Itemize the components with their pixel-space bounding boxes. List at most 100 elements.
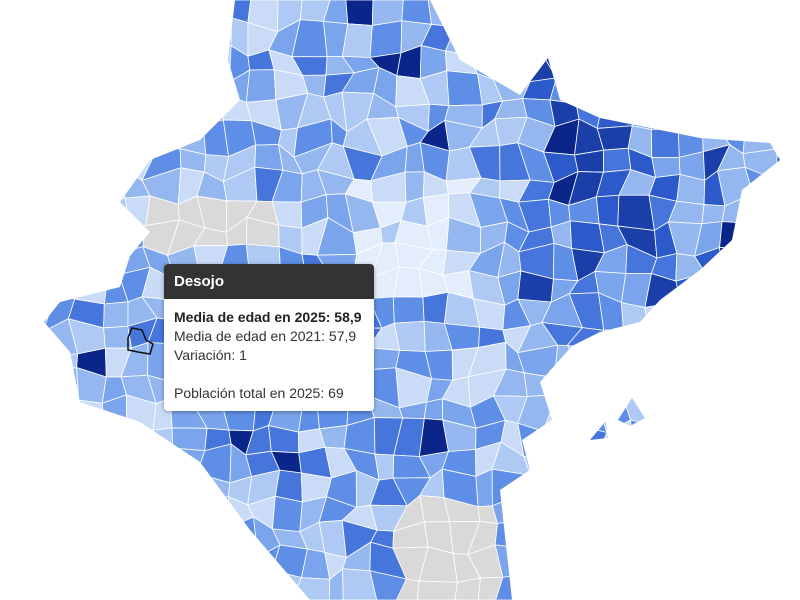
municipality[interactable] bbox=[769, 47, 800, 79]
municipality[interactable] bbox=[570, 545, 599, 576]
municipality[interactable] bbox=[570, 518, 603, 554]
municipality[interactable] bbox=[342, 568, 378, 600]
municipality[interactable] bbox=[217, 570, 256, 600]
municipality[interactable] bbox=[769, 70, 800, 108]
municipality[interactable] bbox=[77, 476, 107, 499]
municipality[interactable] bbox=[523, 453, 550, 477]
municipality[interactable] bbox=[0, 556, 31, 580]
municipality[interactable] bbox=[726, 47, 747, 83]
municipality[interactable] bbox=[745, 18, 781, 52]
municipality[interactable] bbox=[744, 48, 781, 79]
municipality[interactable] bbox=[719, 569, 758, 600]
municipality[interactable] bbox=[767, 467, 800, 509]
municipality[interactable] bbox=[701, 368, 729, 404]
municipality[interactable] bbox=[731, 0, 758, 21]
municipality[interactable] bbox=[751, 0, 775, 28]
municipality[interactable] bbox=[769, 318, 800, 354]
municipality[interactable] bbox=[566, 344, 595, 382]
municipality[interactable] bbox=[645, 545, 680, 571]
municipality[interactable] bbox=[94, 142, 131, 178]
municipality[interactable] bbox=[0, 342, 32, 376]
municipality[interactable] bbox=[217, 543, 259, 582]
municipality[interactable] bbox=[692, 47, 732, 83]
municipality[interactable] bbox=[742, 222, 775, 259]
municipality[interactable] bbox=[575, 491, 603, 527]
municipality[interactable] bbox=[245, 69, 277, 103]
municipality[interactable] bbox=[171, 427, 208, 452]
municipality[interactable] bbox=[743, 324, 773, 354]
municipality[interactable] bbox=[602, 147, 632, 173]
municipality[interactable] bbox=[68, 523, 105, 550]
municipality[interactable] bbox=[667, 419, 707, 450]
municipality[interactable] bbox=[722, 281, 755, 298]
municipality[interactable] bbox=[442, 0, 479, 28]
municipality[interactable] bbox=[44, 0, 75, 23]
municipality[interactable] bbox=[476, 0, 501, 29]
municipality[interactable] bbox=[94, 167, 126, 205]
municipality[interactable] bbox=[341, 23, 373, 58]
municipality[interactable] bbox=[667, 48, 697, 70]
municipality[interactable] bbox=[773, 224, 800, 259]
municipality[interactable] bbox=[0, 169, 31, 206]
municipality[interactable] bbox=[650, 469, 681, 509]
municipality[interactable] bbox=[91, 25, 130, 47]
municipality[interactable] bbox=[568, 42, 607, 78]
municipality[interactable] bbox=[691, 322, 726, 350]
municipality[interactable] bbox=[228, 0, 252, 24]
municipality[interactable] bbox=[595, 194, 620, 227]
municipality[interactable] bbox=[574, 442, 602, 472]
municipality[interactable] bbox=[73, 251, 109, 277]
municipality[interactable] bbox=[169, 573, 204, 600]
municipality[interactable] bbox=[717, 343, 753, 383]
municipality[interactable] bbox=[427, 0, 457, 28]
municipality[interactable] bbox=[392, 296, 425, 324]
municipality[interactable] bbox=[701, 396, 734, 425]
municipality[interactable] bbox=[103, 301, 129, 329]
municipality[interactable] bbox=[46, 522, 71, 550]
municipality[interactable] bbox=[719, 247, 755, 283]
municipality[interactable] bbox=[672, 402, 707, 422]
municipality[interactable] bbox=[122, 425, 154, 451]
municipality[interactable] bbox=[54, 118, 83, 150]
municipality[interactable] bbox=[128, 0, 152, 32]
municipality[interactable] bbox=[17, 0, 58, 23]
municipality[interactable] bbox=[570, 404, 608, 434]
municipality[interactable] bbox=[422, 291, 449, 324]
municipality[interactable] bbox=[748, 342, 779, 383]
municipality[interactable] bbox=[718, 497, 756, 530]
municipality[interactable] bbox=[0, 367, 32, 405]
municipality[interactable] bbox=[766, 392, 800, 430]
municipality[interactable] bbox=[531, 0, 556, 24]
municipality[interactable] bbox=[596, 0, 633, 32]
municipality[interactable] bbox=[691, 296, 729, 326]
municipality[interactable] bbox=[74, 271, 109, 305]
municipality[interactable] bbox=[171, 516, 207, 556]
municipality[interactable] bbox=[197, 575, 227, 600]
municipality[interactable] bbox=[499, 0, 533, 29]
municipality[interactable] bbox=[78, 449, 100, 481]
municipality[interactable] bbox=[596, 567, 631, 600]
municipality[interactable] bbox=[771, 528, 800, 550]
municipality[interactable] bbox=[68, 541, 96, 580]
municipality[interactable] bbox=[0, 524, 31, 556]
municipality[interactable] bbox=[20, 578, 51, 600]
municipality[interactable] bbox=[745, 103, 779, 127]
municipality[interactable] bbox=[544, 518, 584, 547]
municipality[interactable] bbox=[125, 480, 154, 506]
municipality[interactable] bbox=[101, 123, 131, 154]
municipality[interactable] bbox=[643, 354, 675, 380]
municipality[interactable] bbox=[597, 525, 629, 554]
municipality[interactable] bbox=[744, 480, 770, 505]
municipality[interactable] bbox=[773, 203, 800, 228]
municipality[interactable] bbox=[98, 424, 127, 451]
municipality[interactable] bbox=[529, 541, 557, 576]
municipality[interactable] bbox=[776, 544, 800, 573]
municipality[interactable] bbox=[20, 98, 56, 122]
municipality[interactable] bbox=[100, 197, 130, 232]
municipality[interactable] bbox=[771, 342, 800, 383]
municipality[interactable] bbox=[27, 326, 56, 357]
municipality[interactable] bbox=[44, 197, 75, 223]
municipality[interactable] bbox=[769, 291, 800, 326]
municipality[interactable] bbox=[69, 71, 109, 100]
municipality[interactable] bbox=[116, 500, 154, 528]
